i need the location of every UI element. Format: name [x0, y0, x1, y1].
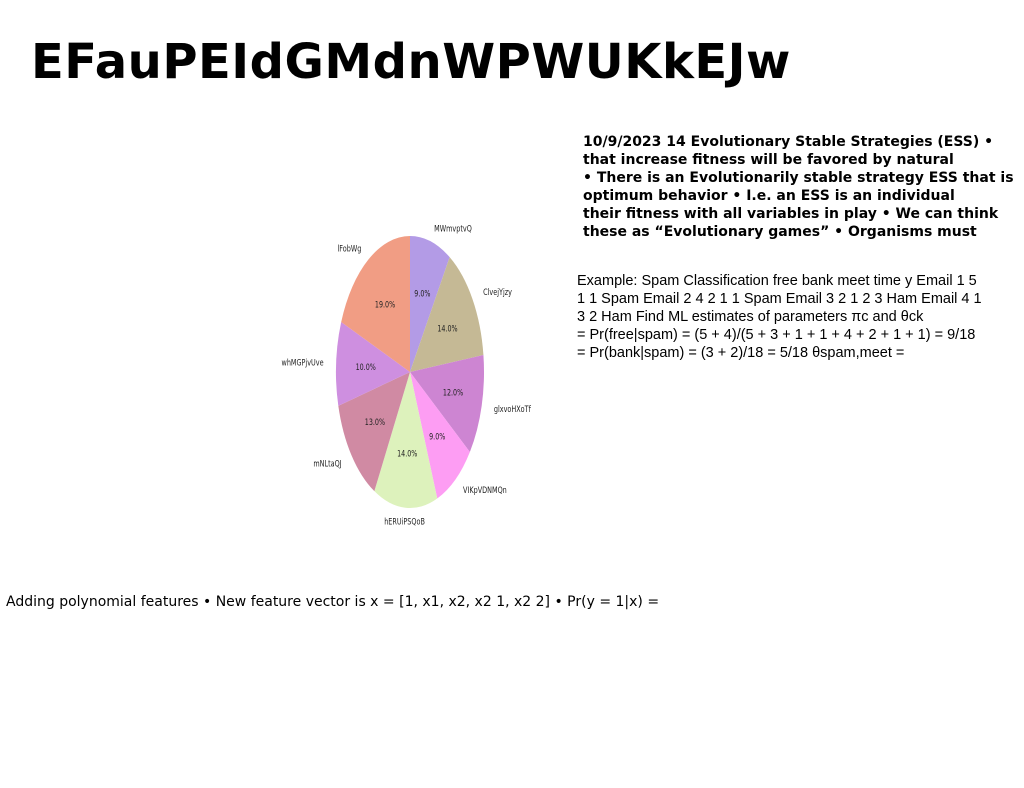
ess-line: • There is an Evolutionarily stable stra…: [583, 170, 1014, 186]
ess-line: 10/9/2023 14 Evolutionary Stable Strateg…: [583, 134, 994, 150]
pie-percent-label: 14.0%: [437, 323, 457, 333]
pie-category-label: mNLtaQJ: [313, 459, 341, 469]
pie-category-label: lFobWg: [337, 243, 361, 253]
pie-slice-VIKpVDNMQn: [410, 372, 470, 499]
pie-slice-glxvoHXoTf: [410, 354, 485, 452]
pie-chart-svg: 9.0% MWmvptvQ 14.0% ClvejYjzy 12.0% glxvoHXoT…: [282, 223, 532, 526]
polynomial-features-text: Adding polynomial features • New feature…: [6, 594, 660, 610]
spam-line: Example: Spam Classification free bank m…: [577, 273, 977, 289]
pie-percent-label: 13.0%: [365, 417, 385, 427]
ess-line: that increase fitness will be favored by…: [583, 152, 954, 168]
pie-percent-label: 9.0%: [429, 432, 445, 442]
pie-percent-label: 14.0%: [397, 449, 417, 459]
pie-percent-label: 10.0%: [356, 362, 376, 372]
pie-category-label: VIKpVDNMQn: [463, 485, 507, 495]
ess-text-block: 10/9/2023 14 Evolutionary Stable Strateg…: [583, 133, 1024, 241]
pie-percent-label: 19.0%: [375, 300, 395, 310]
pie-slice-whMGPjvUve: [335, 321, 410, 406]
pie-slice-ClvejYjzy: [410, 257, 484, 372]
page-title: EFauPEIdGMdnWPWUKkEJw: [31, 34, 791, 90]
pie-slice-lFobWg: [341, 236, 410, 372]
spam-line: 1 1 Spam Email 2 4 2 1 1 Spam Email 3 2 …: [577, 291, 982, 307]
pie-chart: 9.0% MWmvptvQ 14.0% ClvejYjzy 12.0% glxvoHXoT…: [280, 215, 540, 535]
pie-category-label: hERUiPSQoB: [384, 516, 425, 526]
pie-slice-mNLtaQJ: [338, 372, 410, 492]
pie-slice-hERUiPSQoB: [374, 372, 438, 509]
pie-category-label: glxvoHXoTf: [494, 404, 531, 414]
spam-line: = Pr(free|spam) = (5 + 4)/(5 + 3 + 1 + 1…: [577, 327, 976, 343]
spam-line: = Pr(bank|spam) = (3 + 2)/18 = 5/18 θspa…: [577, 345, 905, 361]
pie-slice-MWmvptvQ: [410, 236, 450, 372]
pie-percent-label: 9.0%: [414, 289, 430, 299]
pie-category-label: whMGPjvUve: [282, 358, 324, 368]
spam-example-block: Example: Spam Classification free bank m…: [577, 272, 1024, 362]
pie-category-label: ClvejYjzy: [483, 287, 512, 297]
ess-line: their fitness with all variables in play…: [583, 206, 999, 222]
ess-line: optimum behavior • I.e. an ESS is an ind…: [583, 188, 955, 204]
pie-percent-label: 12.0%: [443, 387, 463, 397]
pie-category-label: MWmvptvQ: [434, 223, 472, 233]
ess-line: these as “Evolutionary games” • Organism…: [583, 224, 977, 240]
spam-line: 3 2 Ham Find ML estimates of parameters …: [577, 309, 924, 325]
